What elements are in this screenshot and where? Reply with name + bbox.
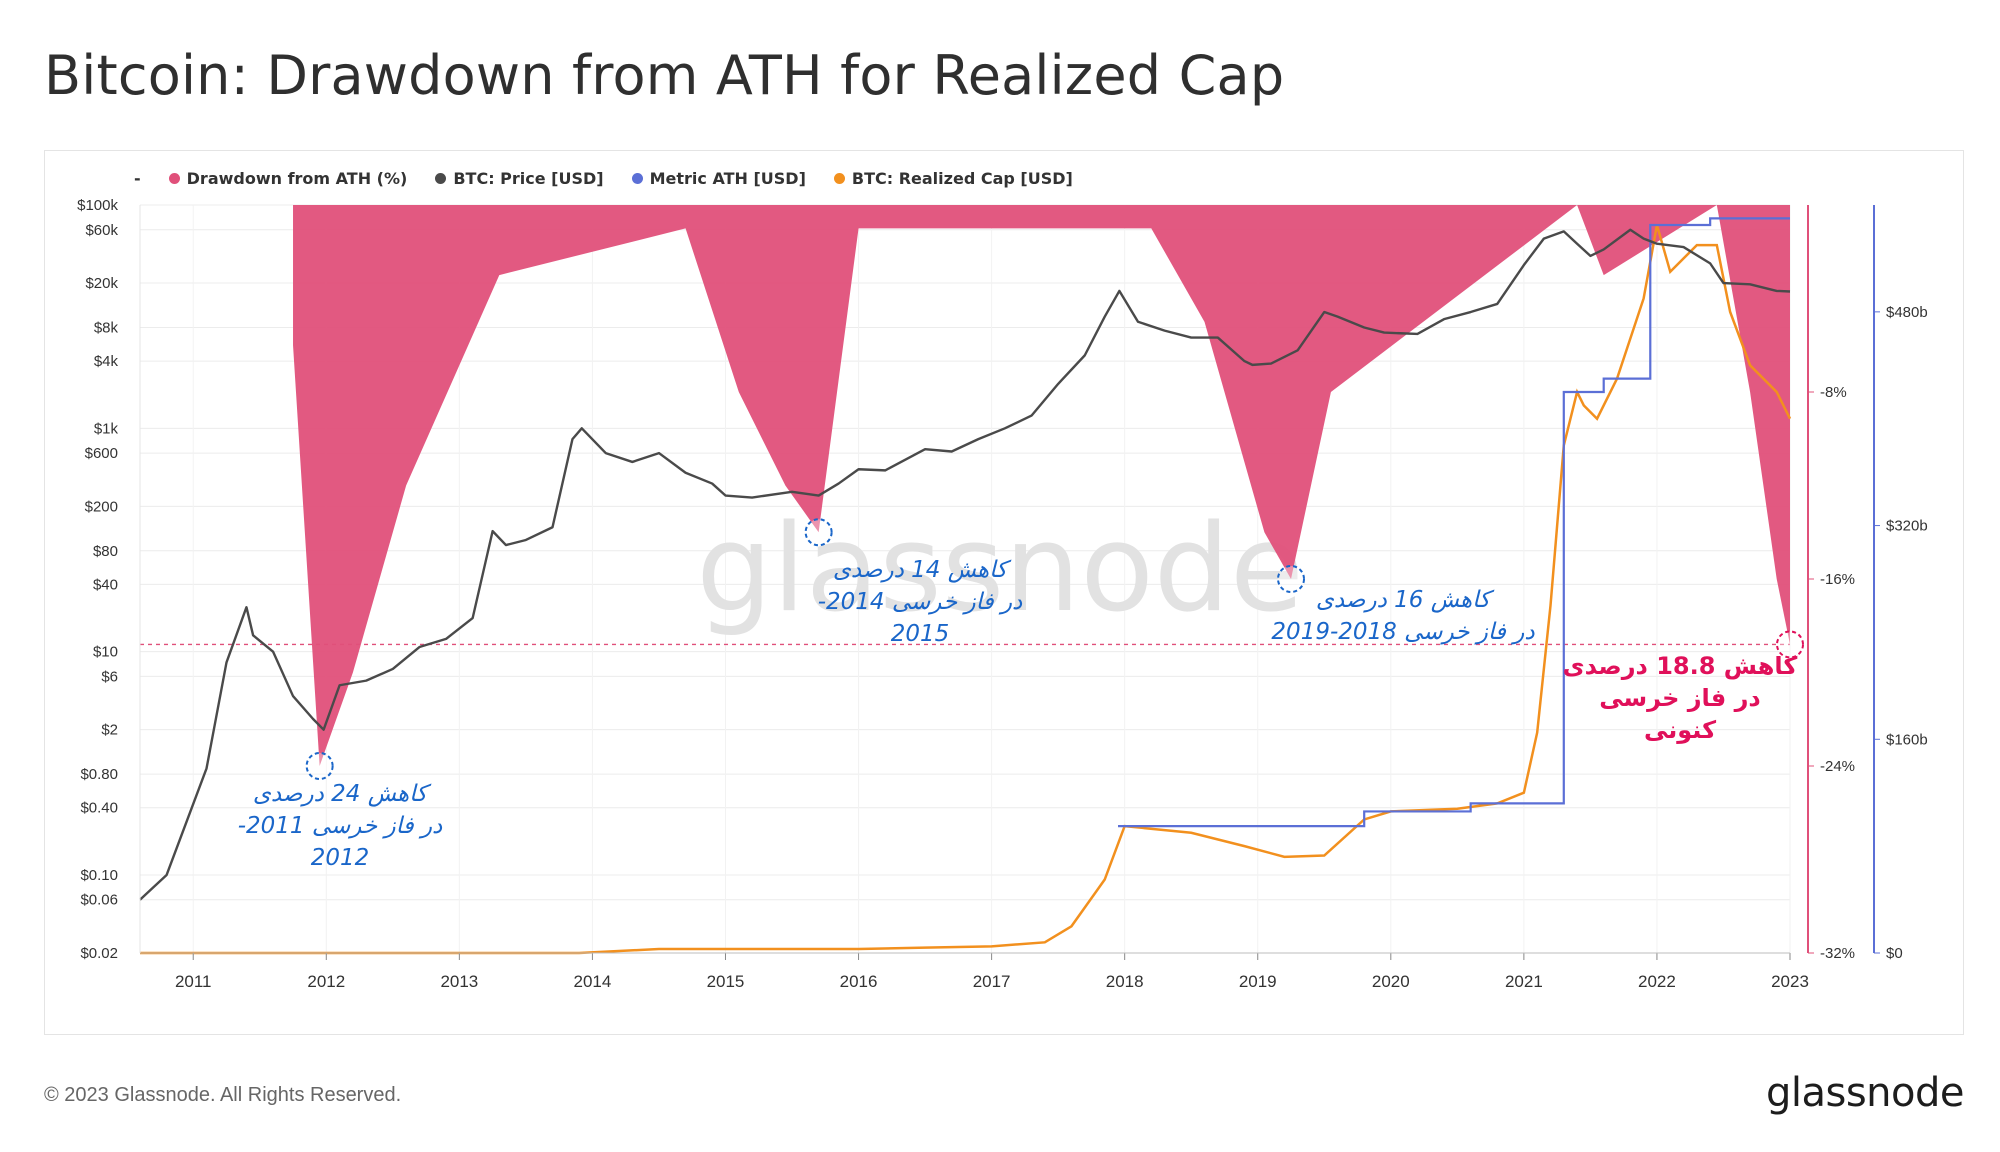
y-tick-label-drawdown: -32% (1820, 945, 1855, 962)
annotation-2018: کاهش 16 درصدی در فاز خرسی 2018-2019 (1268, 584, 1538, 648)
chart-title: Bitcoin: Drawdown from ATH for Realized … (44, 44, 1285, 107)
x-tick-label: 2021 (1505, 972, 1543, 991)
y-tick-label-price: $0.02 (80, 945, 118, 962)
y-tick-label-price: $100k (77, 197, 118, 214)
x-tick-label: 2023 (1771, 972, 1809, 991)
legend-label-price: BTC: Price [USD] (453, 168, 604, 188)
y-tick-label-price: $4k (94, 353, 119, 370)
drawdown-series (140, 205, 1791, 766)
y-tick-label-drawdown: -8% (1820, 384, 1847, 401)
x-tick-label: 2017 (973, 972, 1011, 991)
y-tick-label-realized-cap: $160b (1886, 731, 1928, 748)
y-tick-label-price: $0.80 (80, 766, 118, 783)
y-tick-label-realized-cap: $0 (1886, 945, 1903, 962)
x-tick-label: 2020 (1372, 972, 1410, 991)
y-tick-label-price: $1k (94, 420, 119, 437)
annotation-2014-line1: کاهش 14 درصدی (832, 557, 1008, 583)
y-tick-label-drawdown: -16% (1820, 571, 1855, 588)
price-line (139, 228, 1791, 901)
annotation-markers (305, 518, 1804, 780)
metric-ath-series (1118, 217, 1790, 828)
annotation-2011: کاهش 24 درصدی در فاز خرسی 2011-2012 (210, 778, 470, 874)
watermark: glassnode (696, 500, 1304, 639)
x-tick-label: 2012 (307, 972, 345, 991)
y-tick-label-price: $40 (93, 576, 118, 593)
annotation-2018-line1: کاهش 16 درصدی (1315, 587, 1491, 613)
marker-current (1776, 630, 1804, 659)
y-tick-label-price: $80 (93, 543, 118, 560)
annotation-2011-line2: در فاز خرسی 2011-2012 (237, 813, 443, 871)
legend-label-drawdown: Drawdown from ATH (%) (186, 168, 408, 188)
glassnode-logo: glassnode (1765, 1070, 1965, 1116)
y-tick-label-price: $10 (93, 644, 118, 661)
x-tick-label: 2015 (707, 972, 745, 991)
annotation-current-line2: در فاز خرسی کنونی (1599, 684, 1761, 744)
y-tick-label-price: $8k (94, 319, 119, 336)
legend-item-price[interactable]: BTC: Price [USD] (435, 168, 604, 188)
marker-2014 (804, 518, 833, 547)
chart-legend: - Drawdown from ATH (%) BTC: Price [USD]… (134, 166, 1101, 190)
y-tick-label-price: $600 (85, 445, 118, 462)
y-tick-label-price: $0.40 (80, 800, 118, 817)
x-tick-label: 2018 (1106, 972, 1144, 991)
x-tick-label: 2014 (574, 972, 612, 991)
drawdown-area (293, 205, 1791, 766)
x-tick-label: 2011 (175, 972, 212, 991)
metric-ath-line (1118, 217, 1790, 828)
legend-item-realized-cap[interactable]: BTC: Realized Cap [USD] (833, 168, 1073, 188)
legend-item-metric-ath[interactable]: Metric ATH [USD] (631, 168, 806, 188)
annotation-2014: کاهش 14 درصدی در فاز خرسی 2014-2015 (790, 554, 1050, 650)
y-tick-label-price: $200 (85, 498, 118, 515)
x-tick-label: 2013 (440, 972, 478, 991)
y-tick-label-price: $20k (85, 275, 118, 292)
y-tick-label-price: $0.06 (80, 892, 118, 909)
y-tick-label-realized-cap: $320b (1886, 518, 1928, 535)
legend-label-metric-ath: Metric ATH [USD] (649, 168, 806, 188)
axes: $100k $60k $20k $8k $4k $1k $600 $200 $80 $40 $10 $… (77, 197, 1928, 991)
marker-2011 (305, 752, 334, 780)
price-series (139, 228, 1791, 901)
annotation-2011-line1: کاهش 24 درصدی (252, 781, 428, 807)
legend-dot-realized-cap (833, 172, 845, 184)
annotation-2014-line2: در فاز خرسی 2014-2015 (817, 589, 1023, 647)
x-tick-label: 2019 (1239, 972, 1277, 991)
y-tick-label-price: $6 (101, 668, 118, 685)
legend-label-realized-cap: BTC: Realized Cap [USD] (851, 168, 1073, 188)
y-tick-label-drawdown: -24% (1820, 758, 1855, 775)
y-tick-label-price: $60k (85, 222, 118, 239)
y-tick-label-realized-cap: $480b (1886, 304, 1928, 321)
marker-2018 (1277, 565, 1306, 593)
legend-dot-drawdown (168, 172, 180, 184)
x-tick-label: 2022 (1638, 972, 1676, 991)
annotation-current: کاهش 18.8 درصدی در فاز خرسی کنونی (1560, 650, 1800, 746)
y-tick-label-price: $2 (101, 722, 118, 739)
x-tick-label: 2016 (840, 972, 878, 991)
annotation-2018-line2: در فاز خرسی 2018-2019 (1271, 619, 1535, 645)
annotation-current-line1: کاهش 18.8 درصدی (1562, 652, 1798, 680)
legend-dash[interactable]: - (134, 168, 141, 188)
y-tick-label-price: $0.10 (80, 867, 118, 884)
legend-item-drawdown[interactable]: Drawdown from ATH (%) (168, 168, 408, 188)
legend-dot-price (435, 172, 447, 184)
copyright-footer: © 2023 Glassnode. All Rights Reserved. (44, 1084, 402, 1106)
legend-dot-metric-ath (631, 172, 643, 184)
